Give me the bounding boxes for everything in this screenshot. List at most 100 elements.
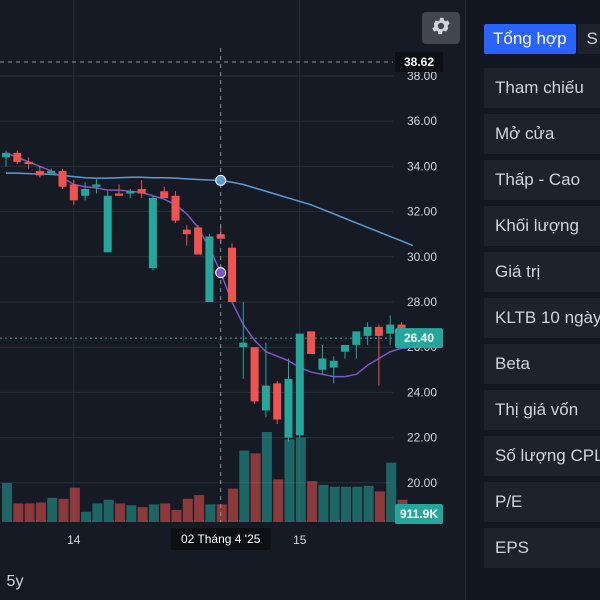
volume-bar (318, 484, 329, 522)
candle-body (148, 198, 157, 269)
price-tick-label: 20.00 (407, 476, 437, 490)
price-tick-label: 36.00 (407, 114, 437, 128)
time-tick-label: 14 (67, 533, 81, 547)
stat-row-market-cap: Thị giá vốn (484, 390, 600, 430)
candle-body (69, 184, 78, 201)
crosshair-date-badge: 02 Tháng 4 '25 (181, 532, 261, 546)
ma-long-marker (215, 174, 227, 186)
candle-body (307, 331, 316, 354)
price-tick-label: 34.00 (407, 159, 437, 173)
stat-row-reference: Tham chiếu (484, 68, 600, 108)
candle-body (250, 347, 259, 402)
price-tick-label: 28.00 (407, 295, 437, 309)
stat-row-pe: P/E (484, 482, 600, 522)
volume-bar (329, 486, 340, 522)
candle-body (13, 152, 22, 162)
volume-bar (374, 491, 385, 522)
volume-bar (273, 479, 284, 522)
candle-body (261, 385, 270, 411)
volume-bar (216, 504, 227, 522)
chart-panel[interactable]: 38.0036.0034.0032.0030.0028.0026.0024.00… (0, 0, 465, 600)
volume-bar (295, 437, 306, 522)
candle-body (171, 195, 180, 221)
price-tick-label: 24.00 (407, 385, 437, 399)
stat-row-open: Mở cửa (484, 114, 600, 154)
volume-bar (386, 462, 397, 522)
candle-body (341, 344, 349, 352)
tab-overview[interactable]: Tổng hợp (484, 24, 576, 54)
candle-body (160, 191, 169, 199)
candle-body (35, 170, 44, 176)
stat-row-value: Giá trị (484, 252, 600, 292)
stat-row-shares-outstanding: Số lượng CPLH (484, 436, 600, 476)
volume-bar (81, 511, 92, 522)
gear-icon (430, 15, 452, 42)
volume-bar (205, 504, 216, 522)
volume-bar (352, 486, 363, 522)
ma-long-line (6, 172, 414, 247)
candle-body (318, 358, 327, 370)
volume-bar (92, 503, 103, 522)
candle-body (273, 383, 282, 420)
volume-bar (115, 503, 125, 522)
settings-button[interactable] (422, 12, 460, 44)
candle-body (374, 326, 383, 336)
volume-bar (13, 503, 24, 522)
stat-row-eps: EPS (484, 528, 600, 568)
price-tick-label: 32.00 (407, 205, 437, 219)
volume-bar (103, 499, 114, 522)
candle-body (329, 360, 338, 368)
candle-body (295, 333, 304, 436)
candle-body (47, 170, 56, 174)
volume-bar (47, 497, 58, 522)
range-5y-button[interactable]: 5y (6, 573, 24, 590)
tab-second[interactable]: S (577, 24, 600, 54)
stat-row-volume: Khối lượng (484, 206, 600, 246)
candle-body (24, 161, 33, 165)
volume-bar (194, 495, 205, 522)
crosshair-price-badge-bg (395, 51, 443, 72)
candle-body (194, 227, 203, 255)
volume-bar (160, 503, 171, 522)
price-chart[interactable]: 38.0036.0034.0032.0030.0028.0026.0024.00… (0, 0, 465, 600)
stat-list: Tham chiếu Mở cửa Thấp - Cao Khối lượng … (484, 68, 600, 574)
volume-bar (307, 481, 318, 522)
volume-bar (250, 453, 261, 522)
candle-body (228, 247, 236, 302)
price-tick-label: 38.00 (407, 69, 437, 83)
volume-bar (182, 498, 193, 522)
candle-body (182, 229, 191, 235)
candle-body (239, 342, 248, 348)
volume-bar (2, 483, 12, 522)
crosshair-date-badge-bg (170, 528, 271, 550)
time-tick-label: 15 (293, 533, 307, 547)
candle-body (205, 236, 214, 302)
price-tick-label: 30.00 (407, 250, 437, 264)
crosshair-price-badge: 38.62 (404, 55, 434, 69)
ma-short-marker (215, 267, 227, 279)
candle-body (92, 184, 101, 187)
candle-body (137, 189, 146, 194)
candle-body (81, 189, 90, 196)
last-volume-badge-bg (395, 504, 443, 524)
volume-bar (58, 498, 69, 522)
stat-row-low-high: Thấp - Cao (484, 160, 600, 200)
info-tabs: Tổng hợp S (484, 24, 600, 54)
candle-body (284, 378, 293, 438)
price-tick-label: 22.00 (407, 431, 437, 445)
stat-row-beta: Beta (484, 344, 600, 384)
candle-body (58, 170, 67, 187)
volume-bar (126, 505, 137, 522)
volume-bar (363, 485, 374, 522)
volume-bar (171, 509, 182, 522)
volume-bar (261, 431, 272, 522)
stat-row-avg-volume-10d: KLTB 10 ngày (484, 298, 600, 338)
volume-bar (239, 450, 250, 522)
volume-bar (35, 502, 46, 522)
candle-body (115, 193, 123, 196)
volume-bar (228, 488, 238, 522)
candle-body (126, 191, 135, 194)
stock-info-panel: Tổng hợp S Tham chiếu Mở cửa Thấp - Cao K… (465, 0, 600, 600)
candle-body (386, 324, 395, 334)
last-price-badge: 26.40 (404, 331, 434, 345)
